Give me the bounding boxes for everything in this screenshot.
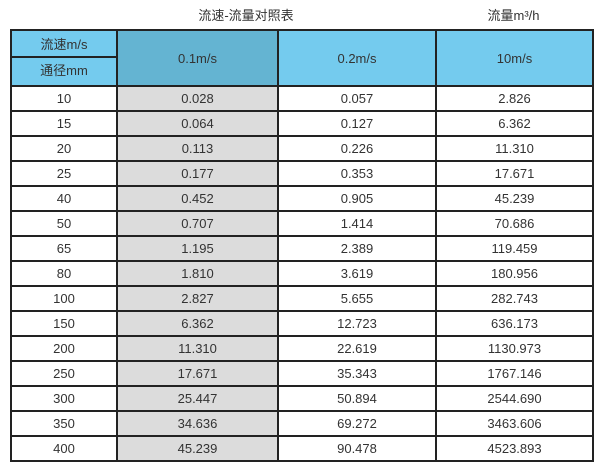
table-row: 200 11.310 22.619 1130.973 bbox=[10, 335, 594, 362]
flow-value-cell: 119.459 bbox=[435, 235, 594, 262]
flow-value-cell: 2.827 bbox=[116, 285, 279, 312]
column-header-10ms: 10m/s bbox=[435, 29, 594, 87]
flow-value-cell: 1.414 bbox=[277, 210, 437, 237]
flow-value-cell: 0.057 bbox=[277, 85, 437, 112]
flow-value-cell: 0.064 bbox=[116, 110, 279, 137]
table-row: 15 0.064 0.127 6.362 bbox=[10, 110, 594, 137]
flow-value-cell: 22.619 bbox=[277, 335, 437, 362]
column-header-0.1ms: 0.1m/s bbox=[116, 29, 279, 87]
flow-value-cell: 3.619 bbox=[277, 260, 437, 287]
flow-value-cell: 17.671 bbox=[435, 160, 594, 187]
flow-value-cell: 0.452 bbox=[116, 185, 279, 212]
flow-value-cell: 636.173 bbox=[435, 310, 594, 337]
table-row: 150 6.362 12.723 636.173 bbox=[10, 310, 594, 337]
diameter-cell: 40 bbox=[10, 185, 118, 212]
diameter-cell: 250 bbox=[10, 360, 118, 387]
diameter-cell: 15 bbox=[10, 110, 118, 137]
flow-value-cell: 45.239 bbox=[116, 435, 279, 462]
table-title: 流速-流量对照表 bbox=[198, 8, 294, 23]
flow-value-cell: 0.905 bbox=[277, 185, 437, 212]
flow-unit-label: 流量m³/h bbox=[487, 8, 540, 23]
flow-value-cell: 69.272 bbox=[277, 410, 437, 437]
table-row: 65 1.195 2.389 119.459 bbox=[10, 235, 594, 262]
flow-value-cell: 4523.893 bbox=[435, 435, 594, 462]
diameter-cell: 25 bbox=[10, 160, 118, 187]
flow-value-cell: 5.655 bbox=[277, 285, 437, 312]
diameter-axis-label: 通径mm bbox=[40, 63, 88, 78]
table-row: 300 25.447 50.894 2544.690 bbox=[10, 385, 594, 412]
diameter-cell: 150 bbox=[10, 310, 118, 337]
flow-value-cell: 12.723 bbox=[277, 310, 437, 337]
diameter-cell: 65 bbox=[10, 235, 118, 262]
flow-value-cell: 180.956 bbox=[435, 260, 594, 287]
table-row: 50 0.707 1.414 70.686 bbox=[10, 210, 594, 237]
diameter-cell: 80 bbox=[10, 260, 118, 287]
flow-value-cell: 0.226 bbox=[277, 135, 437, 162]
flow-value-cell: 2544.690 bbox=[435, 385, 594, 412]
flow-value-cell: 6.362 bbox=[116, 310, 279, 337]
flow-value-cell: 34.636 bbox=[116, 410, 279, 437]
flow-value-cell: 25.447 bbox=[116, 385, 279, 412]
corner-header-cell: 流速m/s 通径mm bbox=[10, 29, 118, 87]
table-row: 350 34.636 69.272 3463.606 bbox=[10, 410, 594, 437]
table-row: 250 17.671 35.343 1767.146 bbox=[10, 360, 594, 387]
diameter-cell: 200 bbox=[10, 335, 118, 362]
diameter-cell: 50 bbox=[10, 210, 118, 237]
flow-value-cell: 0.127 bbox=[277, 110, 437, 137]
flow-value-cell: 35.343 bbox=[277, 360, 437, 387]
diameter-cell: 100 bbox=[10, 285, 118, 312]
flow-value-cell: 0.113 bbox=[116, 135, 279, 162]
flow-value-cell: 11.310 bbox=[435, 135, 594, 162]
flow-value-cell: 0.177 bbox=[116, 160, 279, 187]
flow-value-cell: 0.353 bbox=[277, 160, 437, 187]
table-row: 10 0.028 0.057 2.826 bbox=[10, 85, 594, 112]
diameter-cell: 400 bbox=[10, 435, 118, 462]
flow-value-cell: 90.478 bbox=[277, 435, 437, 462]
flow-value-cell: 70.686 bbox=[435, 210, 594, 237]
flow-value-cell: 1130.973 bbox=[435, 335, 594, 362]
flow-value-cell: 1.810 bbox=[116, 260, 279, 287]
table-row: 25 0.177 0.353 17.671 bbox=[10, 160, 594, 187]
velocity-flow-table: 流速m/s 通径mm 0.1m/s 0.2m/s 10m/s 10 0.028 0.… bbox=[10, 29, 594, 462]
diameter-cell: 300 bbox=[10, 385, 118, 412]
header-row: 流速m/s 通径mm 0.1m/s 0.2m/s 10m/s bbox=[10, 29, 594, 87]
diameter-cell: 20 bbox=[10, 135, 118, 162]
table-body: 10 0.028 0.057 2.826 15 0.064 0.127 6.362 20 0.11… bbox=[10, 85, 594, 462]
flow-value-cell: 45.239 bbox=[435, 185, 594, 212]
table-row: 20 0.113 0.226 11.310 bbox=[10, 135, 594, 162]
flow-value-cell: 50.894 bbox=[277, 385, 437, 412]
flow-value-cell: 11.310 bbox=[116, 335, 279, 362]
flow-value-cell: 17.671 bbox=[116, 360, 279, 387]
table-row: 80 1.810 3.619 180.956 bbox=[10, 260, 594, 287]
flow-value-cell: 2.389 bbox=[277, 235, 437, 262]
flow-value-cell: 6.362 bbox=[435, 110, 594, 137]
table-row: 400 45.239 90.478 4523.893 bbox=[10, 435, 594, 462]
velocity-axis-label: 流速m/s bbox=[13, 32, 115, 58]
flow-value-cell: 3463.606 bbox=[435, 410, 594, 437]
flow-value-cell: 282.743 bbox=[435, 285, 594, 312]
table-header: 流速m/s 通径mm 0.1m/s 0.2m/s 10m/s bbox=[10, 29, 594, 87]
diameter-cell: 10 bbox=[10, 85, 118, 112]
flow-value-cell: 2.826 bbox=[435, 85, 594, 112]
diameter-cell: 350 bbox=[10, 410, 118, 437]
table-row: 100 2.827 5.655 282.743 bbox=[10, 285, 594, 312]
table-row: 40 0.452 0.905 45.239 bbox=[10, 185, 594, 212]
column-header-0.2ms: 0.2m/s bbox=[277, 29, 437, 87]
flow-value-cell: 1767.146 bbox=[435, 360, 594, 387]
flow-value-cell: 0.028 bbox=[116, 85, 279, 112]
flow-value-cell: 0.707 bbox=[116, 210, 279, 237]
flow-value-cell: 1.195 bbox=[116, 235, 279, 262]
